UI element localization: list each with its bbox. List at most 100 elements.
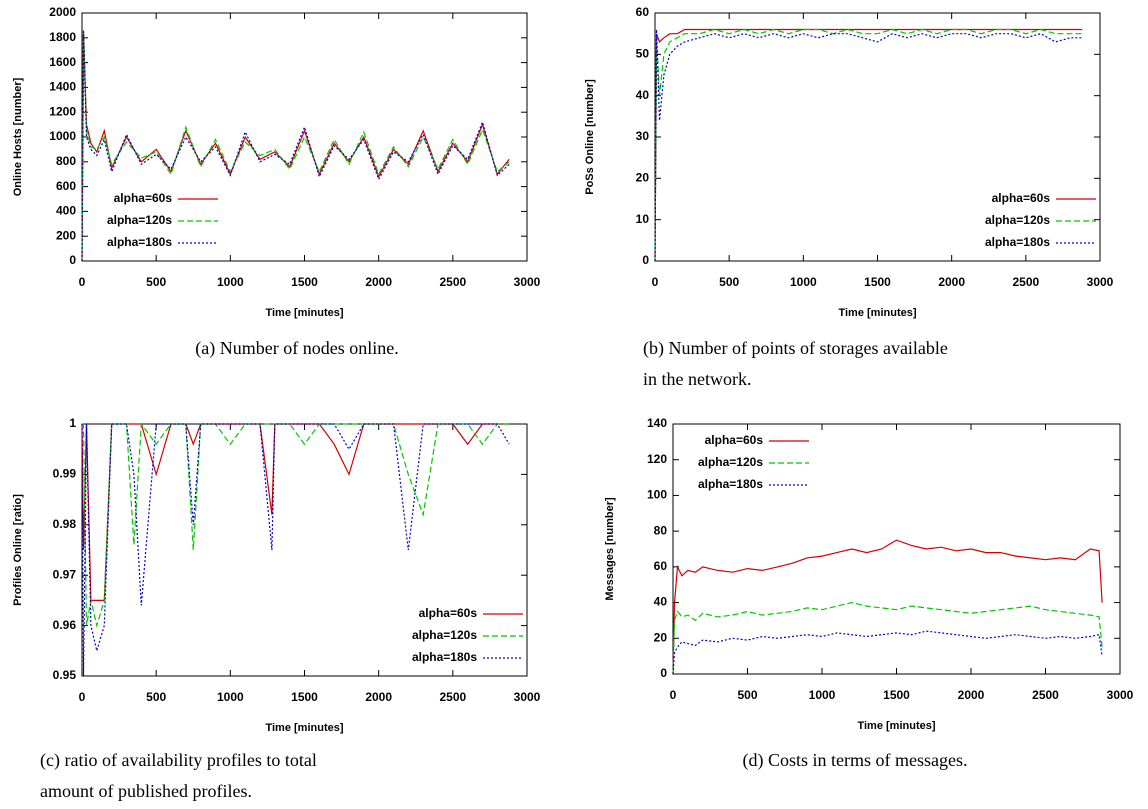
x-tick-label: 500 xyxy=(737,688,757,702)
x-tick-label: 1500 xyxy=(291,690,318,704)
y-tick-label: 0.98 xyxy=(53,517,77,531)
y-tick-label: 20 xyxy=(654,630,668,644)
x-tick-label: 2500 xyxy=(1032,688,1059,702)
legend-label: alpha=120s xyxy=(412,628,477,642)
series-line xyxy=(81,31,510,262)
series-line xyxy=(672,601,1103,675)
y-tick-label: 0.95 xyxy=(53,668,77,682)
y-tick-label: 1200 xyxy=(49,104,76,118)
x-tick-label: 3000 xyxy=(1087,275,1114,289)
x-tick-label: 2000 xyxy=(365,690,392,704)
y-tick-label: 10 xyxy=(636,212,650,226)
x-tick-label: 0 xyxy=(670,688,677,702)
series-line xyxy=(82,422,510,628)
y-tick-label: 40 xyxy=(636,88,650,102)
series-line xyxy=(654,29,1083,262)
series-line xyxy=(81,30,510,262)
y-axis-label: Messages [number] xyxy=(604,497,616,601)
series-line xyxy=(672,539,1103,675)
x-tick-label: 1500 xyxy=(291,275,318,289)
y-tick-label: 0 xyxy=(69,253,76,267)
y-axis-label: PoSs Online [number] xyxy=(584,79,596,195)
y-tick-label: 1600 xyxy=(49,55,76,69)
x-tick-label: 1500 xyxy=(883,688,910,702)
x-tick-label: 3000 xyxy=(1107,688,1134,702)
y-tick-label: 200 xyxy=(56,228,76,242)
x-tick-label: 2500 xyxy=(439,275,466,289)
x-tick-label: 0 xyxy=(652,275,659,289)
y-tick-label: 0 xyxy=(642,253,649,267)
caption: (d) Costs in terms of messages. xyxy=(743,750,968,771)
x-tick-label: 2000 xyxy=(938,275,965,289)
series-line xyxy=(654,28,1083,262)
legend-label: alpha=120s xyxy=(985,213,1050,227)
y-axis-label: Profiles Online [ratio] xyxy=(12,494,24,606)
legend-label: alpha=60s xyxy=(114,191,173,205)
x-tick-label: 2500 xyxy=(439,690,466,704)
x-tick-label: 0 xyxy=(79,275,86,289)
y-tick-label: 1800 xyxy=(49,30,76,44)
caption: (c) ratio of availability profiles to to… xyxy=(40,750,317,771)
y-tick-label: 140 xyxy=(647,416,667,430)
x-axis-label: Time [minutes] xyxy=(857,720,935,732)
legend-label: alpha=60s xyxy=(705,433,764,447)
caption: (a) Number of nodes online. xyxy=(195,338,398,359)
x-tick-label: 1500 xyxy=(864,275,891,289)
y-tick-label: 1400 xyxy=(49,80,76,94)
y-tick-label: 600 xyxy=(56,179,76,193)
series-line xyxy=(654,28,1083,262)
x-tick-label: 1000 xyxy=(790,275,817,289)
x-tick-label: 2000 xyxy=(365,275,392,289)
y-tick-label: 1 xyxy=(69,416,76,430)
y-tick-label: 120 xyxy=(647,452,667,466)
series-line xyxy=(81,32,510,262)
y-tick-label: 50 xyxy=(636,47,650,61)
x-tick-label: 500 xyxy=(146,690,166,704)
legend-label: alpha=180s xyxy=(985,235,1050,249)
legend-label: alpha=60s xyxy=(419,606,478,620)
y-tick-label: 0 xyxy=(660,666,667,680)
y-tick-label: 80 xyxy=(654,523,668,537)
legend-label: alpha=60s xyxy=(992,191,1051,205)
caption: in the network. xyxy=(643,369,751,389)
x-axis-label: Time [minutes] xyxy=(838,307,916,319)
legend-label: alpha=180s xyxy=(107,235,172,249)
x-tick-label: 1000 xyxy=(809,688,836,702)
legend-label: alpha=120s xyxy=(107,213,172,227)
y-tick-label: 30 xyxy=(636,129,650,143)
legend-label: alpha=120s xyxy=(698,455,763,469)
x-tick-label: 500 xyxy=(146,275,166,289)
x-tick-label: 500 xyxy=(719,275,739,289)
legend-label: alpha=180s xyxy=(698,477,763,491)
y-tick-label: 400 xyxy=(56,204,76,218)
y-tick-label: 100 xyxy=(647,488,667,502)
y-tick-label: 60 xyxy=(654,559,668,573)
y-tick-label: 40 xyxy=(654,595,668,609)
x-axis-label: Time [minutes] xyxy=(265,722,343,734)
y-tick-label: 0.99 xyxy=(53,467,77,481)
y-tick-label: 2000 xyxy=(49,5,76,19)
caption: (b) Number of points of storages availab… xyxy=(643,338,948,359)
x-tick-label: 1000 xyxy=(217,690,244,704)
series-line xyxy=(81,423,510,677)
x-tick-label: 3000 xyxy=(514,690,541,704)
series-line xyxy=(672,630,1103,675)
x-axis-label: Time [minutes] xyxy=(265,307,343,319)
x-tick-label: 1000 xyxy=(217,275,244,289)
legend-label: alpha=180s xyxy=(412,650,477,664)
y-tick-label: 0.96 xyxy=(53,618,77,632)
x-tick-label: 2000 xyxy=(958,688,985,702)
x-tick-label: 0 xyxy=(79,690,86,704)
y-tick-label: 0.97 xyxy=(53,567,77,581)
y-tick-label: 800 xyxy=(56,154,76,168)
x-tick-label: 3000 xyxy=(514,275,541,289)
series-line xyxy=(81,423,510,601)
caption: amount of published profiles. xyxy=(40,781,252,801)
y-tick-label: 20 xyxy=(636,171,650,185)
y-tick-label: 60 xyxy=(636,5,650,19)
y-axis-label: Online Hosts [number] xyxy=(12,77,24,196)
y-tick-label: 1000 xyxy=(49,129,76,143)
x-tick-label: 2500 xyxy=(1012,275,1039,289)
